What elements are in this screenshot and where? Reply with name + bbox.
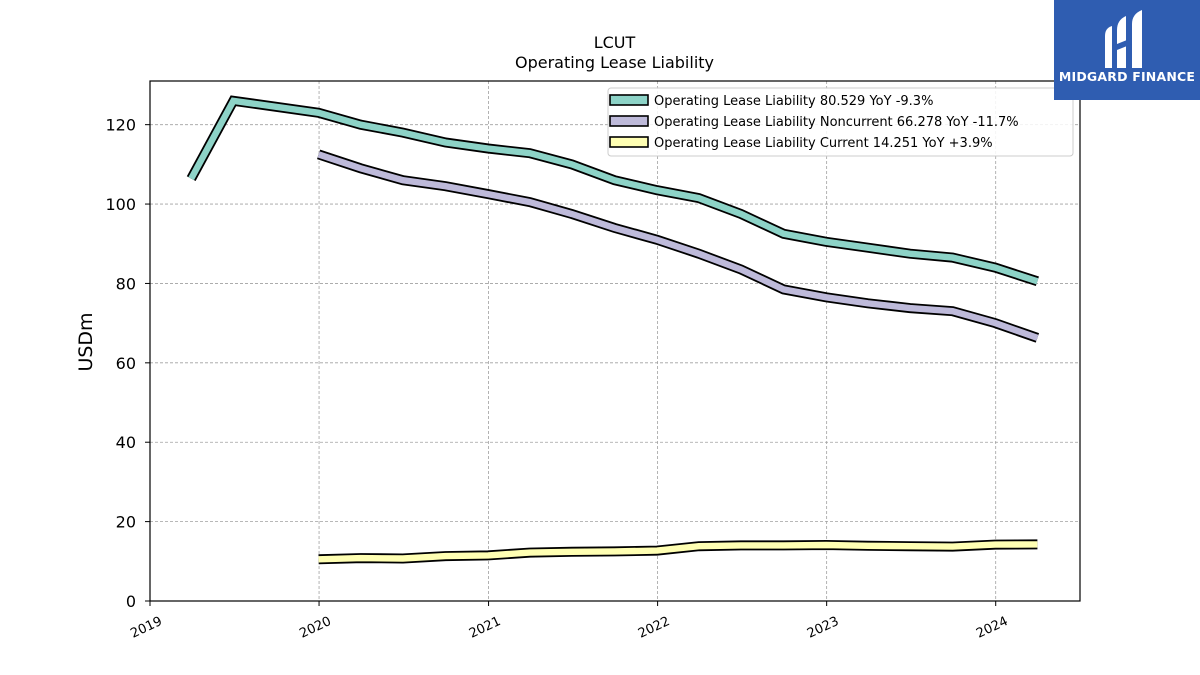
legend-box: [607, 87, 1074, 157]
y-tick-label: 120: [105, 116, 136, 135]
y-axis-label: USDm: [75, 312, 97, 371]
axes: 0 20 40 60 80 100 120 2019 2020 2021 2022 2023 2024: [105, 80, 1081, 642]
x-tick-label: 2023: [805, 614, 841, 642]
grid-lines: [150, 81, 1080, 601]
chart-title: LCUT: [593, 33, 636, 52]
legend-swatch: [609, 94, 649, 106]
x-tick-label: 2021: [467, 614, 503, 642]
legend-swatch: [609, 115, 649, 127]
legend-label: Operating Lease Liability Noncurrent 66.…: [654, 115, 1019, 130]
y-tick-label: 100: [105, 195, 136, 214]
legend-swatch: [609, 136, 649, 148]
x-tick-label: 2019: [128, 614, 164, 642]
chart-subtitle: Operating Lease Liability: [514, 53, 715, 72]
series-line: [317, 151, 1039, 341]
y-tick-label: 0: [126, 592, 136, 611]
y-tick-label: 80: [116, 274, 136, 293]
y-tick-label: 60: [116, 354, 136, 373]
legend-label: Operating Lease Liability 80.529 YoY -9.…: [654, 94, 933, 109]
y-axis-label-group: USDm: [75, 312, 97, 371]
x-tick-label: 2024: [974, 614, 1010, 642]
plot-frame: [149, 80, 1081, 602]
x-tick-label: 2022: [636, 614, 672, 642]
logo-mark-icon: [1105, 10, 1142, 68]
y-tick-label: 20: [116, 513, 136, 532]
legend: Operating Lease Liability 80.529 YoY -9.…: [607, 87, 1074, 157]
series-lines: [186, 95, 1040, 565]
legend-label: Operating Lease Liability Current 14.251…: [654, 136, 993, 151]
series-line: [188, 97, 1039, 285]
y-tick-label: 40: [116, 433, 136, 452]
brand-logo: MIDGARD FINANCE: [1054, 0, 1200, 100]
series-line: [318, 541, 1038, 563]
x-tick-label: 2020: [297, 614, 333, 642]
brand-name: MIDGARD FINANCE: [1058, 69, 1196, 84]
